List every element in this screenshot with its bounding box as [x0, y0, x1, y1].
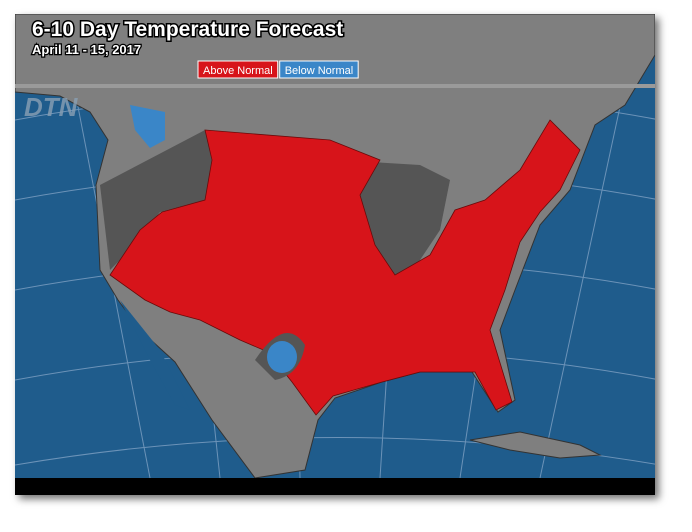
legend-label: Below Normal	[285, 65, 353, 77]
gulf-of-california	[120, 300, 190, 410]
header-band	[15, 84, 655, 88]
logo: DTN	[24, 92, 79, 122]
legend-swatch	[197, 60, 279, 79]
map-title: 6-10 Day Temperature Forecast	[32, 18, 343, 41]
map: DTN 6-10 Day Temperature Forecast April …	[15, 14, 655, 478]
legend: Above Normal Below Normal	[197, 60, 359, 79]
below-normal-nw	[130, 105, 165, 148]
map-subtitle: April 11 - 15, 2017	[32, 42, 141, 57]
dark-nw	[100, 130, 215, 270]
legend-swatch	[279, 60, 359, 79]
above-normal-region	[109, 119, 581, 416]
legend-label: Above Normal	[203, 65, 273, 77]
below-normal-texas	[267, 341, 297, 373]
cuba	[469, 431, 602, 459]
footer-bar	[15, 478, 655, 495]
